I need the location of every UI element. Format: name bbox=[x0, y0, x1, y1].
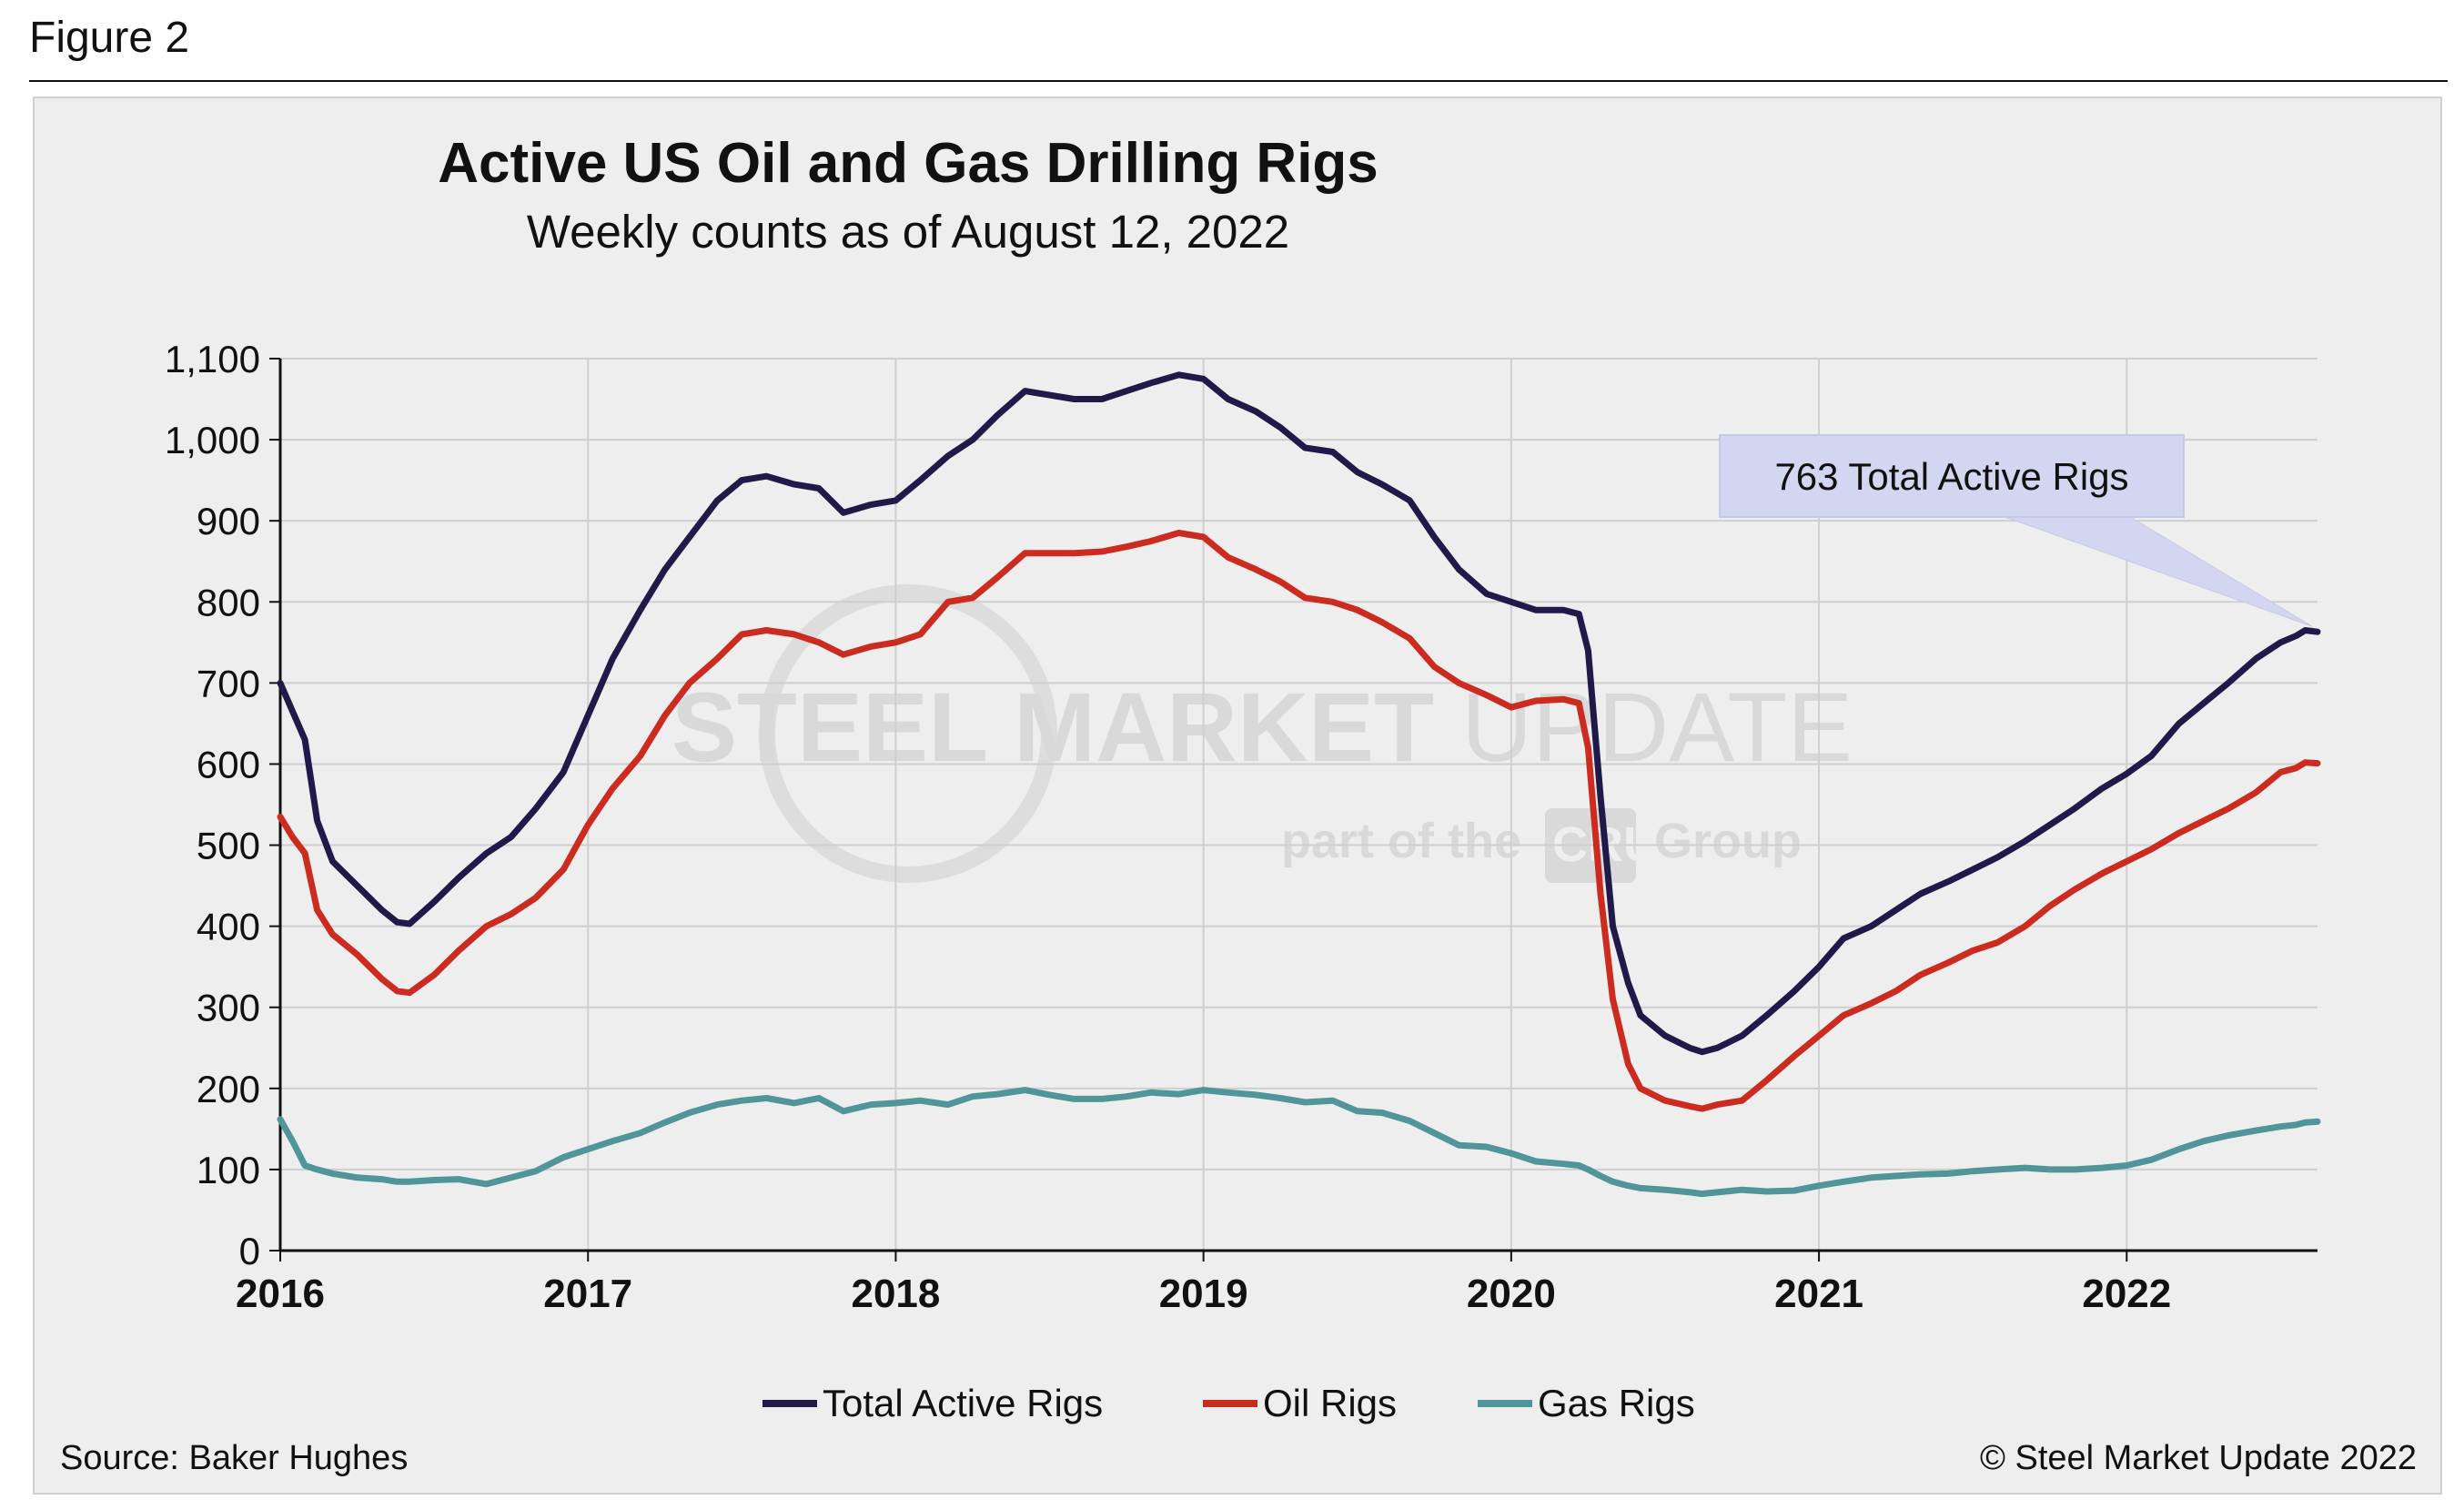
y-tick-label: 400 bbox=[197, 906, 260, 948]
watermark: STEEL MARKET UPDATE part of the CRU Grou… bbox=[672, 584, 1853, 883]
copyright-note: © Steel Market Update 2022 bbox=[1980, 1439, 2417, 1477]
y-tick-label: 0 bbox=[239, 1230, 260, 1272]
y-tick-label: 700 bbox=[197, 662, 260, 704]
series-line-oil-rigs bbox=[277, 530, 2321, 1112]
x-tick-label: 2018 bbox=[851, 1272, 940, 1316]
y-tick-label: 300 bbox=[197, 987, 260, 1029]
grid bbox=[280, 358, 2318, 1251]
chart-title: Active US Oil and Gas Drilling Rigs bbox=[438, 132, 1378, 195]
figure-rule bbox=[29, 80, 2448, 82]
x-tick-label: 2017 bbox=[543, 1272, 632, 1316]
chart-subtitle: Weekly counts as of August 12, 2022 bbox=[527, 206, 1289, 258]
figure-label: Figure 2 bbox=[29, 14, 190, 62]
watermark-line1-b: UPDATE bbox=[1461, 672, 1853, 782]
y-tick-label: 900 bbox=[197, 500, 260, 542]
watermark-ring bbox=[759, 584, 1057, 883]
axes bbox=[269, 358, 2318, 1262]
y-tick-label: 800 bbox=[197, 581, 260, 623]
callout-text: 763 Total Active Rigs bbox=[1774, 455, 2128, 498]
legend-label-gas: Gas Rigs bbox=[1538, 1382, 1695, 1424]
x-tick-label: 2022 bbox=[2082, 1272, 2171, 1316]
line-chart: Active US Oil and Gas Drilling Rigs Week… bbox=[60, 132, 2417, 1477]
x-tick-label: 2019 bbox=[1159, 1272, 1248, 1316]
series-line-total-active-rigs bbox=[277, 371, 2321, 1056]
y-tick-label: 100 bbox=[197, 1149, 260, 1191]
y-tick-label: 500 bbox=[197, 825, 260, 867]
callout-pointer bbox=[1999, 514, 2313, 627]
series-lines bbox=[277, 371, 2321, 1198]
y-tick-label: 200 bbox=[197, 1068, 260, 1110]
y-tick-label: 1,000 bbox=[165, 419, 260, 461]
legend-label-oil: Oil Rigs bbox=[1263, 1382, 1397, 1424]
x-tick-label: 2021 bbox=[1774, 1272, 1863, 1316]
watermark-line2-a: part of the bbox=[1281, 814, 1521, 868]
x-tick-labels: 2016 2017 2018 2019 2020 2021 2022 bbox=[236, 1272, 2171, 1316]
watermark-line2-b: Group bbox=[1654, 814, 1802, 868]
y-tick-label: 600 bbox=[197, 743, 260, 785]
series-line-gas-rigs bbox=[277, 1087, 2321, 1198]
source-note: Source: Baker Hughes bbox=[60, 1439, 408, 1477]
watermark-line1: STEEL MARKET UPDATE bbox=[672, 672, 1853, 782]
chart-frame: Active US Oil and Gas Drilling Rigs Week… bbox=[33, 96, 2442, 1495]
watermark-line1-a: STEEL MARKET bbox=[672, 672, 1461, 782]
x-tick-label: 2020 bbox=[1467, 1272, 1556, 1316]
y-tick-labels: 0 100 200 300 400 500 600 700 800 900 1,000 1,100 bbox=[165, 338, 260, 1272]
legend: Total Active Rigs Oil Rigs Gas Rigs bbox=[762, 1382, 1695, 1424]
x-tick-label: 2016 bbox=[236, 1272, 325, 1316]
callout-box bbox=[1719, 434, 2185, 518]
callout: 763 Total Active Rigs bbox=[1719, 434, 2313, 627]
legend-label-total: Total Active Rigs bbox=[823, 1382, 1103, 1424]
y-tick-label: 1,100 bbox=[165, 338, 260, 380]
